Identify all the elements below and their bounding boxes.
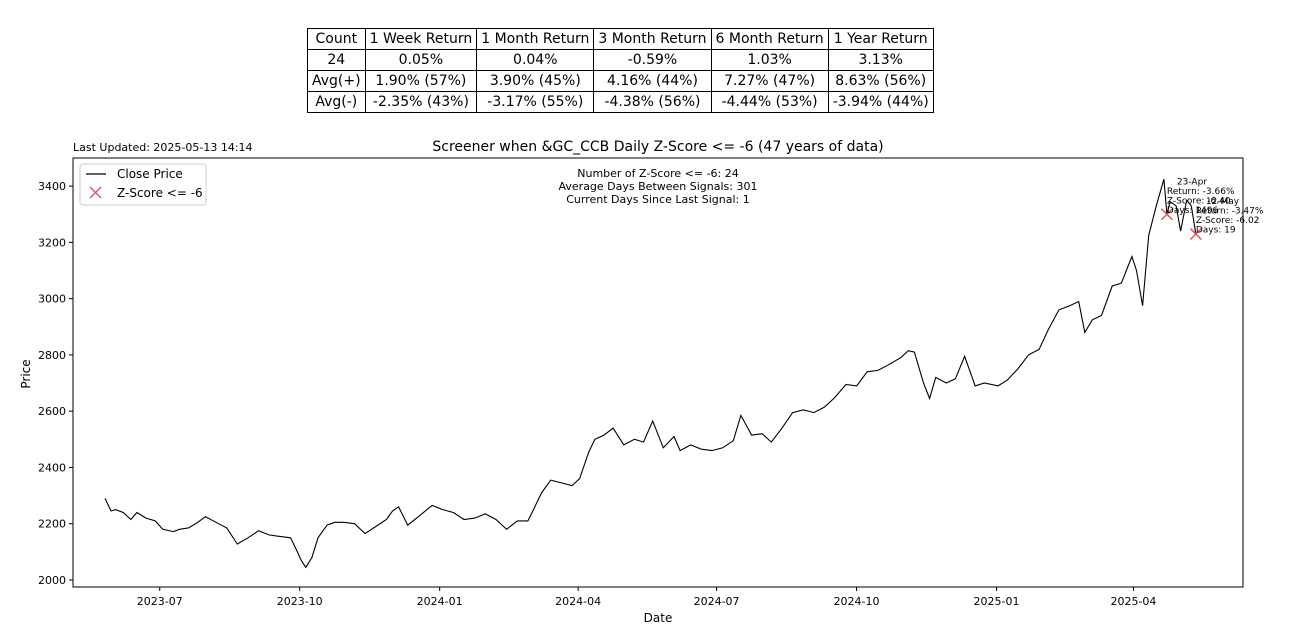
last-updated-label: Last Updated: 2025-05-13 14:14: [73, 141, 253, 154]
table-cell: 1.90% (57%): [364, 70, 478, 92]
x-axis-label: Date: [644, 611, 673, 625]
signal-annotation-line: Z-Score: -6.02: [1196, 216, 1260, 226]
table-cell: 7.27% (47%): [710, 70, 829, 92]
table-cell: -3.94% (44%): [827, 91, 934, 113]
table-cell: Avg(+): [307, 70, 366, 92]
signal-annotation-line: Z-Score: -6.40: [1167, 196, 1231, 206]
chart-title: Screener when &GC_CCB Daily Z-Score <= -…: [432, 139, 883, 155]
plot-frame: [72, 157, 1244, 588]
table-cell: 8.63% (56%): [827, 70, 934, 92]
info-line-average: Average Days Between Signals: 301: [559, 180, 758, 193]
x-tick-label: 2024-04: [555, 595, 601, 608]
legend-x-marker: [89, 186, 102, 199]
signal-annotation-line: 12-May: [1206, 197, 1240, 207]
table-cell: -0.59%: [593, 49, 712, 71]
legend-entry-close-price: Close Price: [117, 167, 183, 181]
x-tick-label: 2024-07: [694, 595, 740, 608]
y-axis-label: Price: [19, 359, 33, 388]
x-tick-label: 2025-04: [1110, 595, 1156, 608]
y-tick-label: 3000: [38, 293, 66, 306]
table-cell: -4.38% (56%): [593, 91, 712, 113]
y-tick-label: 2000: [38, 574, 66, 587]
table-row: 24 0.05% 0.04% -0.59% 1.03% 3.13%: [307, 49, 934, 71]
plot-area: [72, 157, 1244, 588]
signal-annotation-line: Days: 19: [1196, 225, 1236, 235]
x-tick-label: 2024-01: [417, 595, 463, 608]
table-cell: 1 Year Return: [827, 28, 934, 50]
series-layer: [104, 178, 1197, 569]
y-tick-label: 2600: [38, 405, 66, 418]
legend: Close Price Z-Score <= -6: [79, 163, 207, 206]
legend-box: [79, 163, 207, 206]
table-row: Avg(-) -2.35% (43%) -3.17% (55%) -4.38% (56…: [307, 91, 934, 113]
signal-annotation-line: Return: -3.47%: [1196, 206, 1264, 216]
table-cell: -4.44% (53%): [710, 91, 829, 113]
table-cell: Avg(-): [307, 91, 366, 113]
table-row: Avg(+) 1.90% (57%) 3.90% (45%) 4.16% (44%) 7…: [307, 70, 934, 92]
signal-marker: [1160, 208, 1173, 221]
x-tick-label: 2023-07: [137, 595, 183, 608]
y-tick-label: 2800: [38, 349, 66, 362]
table-cell: Count: [307, 28, 366, 50]
x-tick-label: 2024-10: [834, 595, 880, 608]
signal-info: Number of Z-Score <= -6: 24 Average Days…: [559, 167, 758, 206]
info-line-count: Number of Z-Score <= -6: 24: [577, 167, 739, 180]
signal-marker: [1189, 227, 1202, 240]
table-cell: -3.17% (55%): [476, 91, 595, 113]
y-tick-label: 3400: [38, 180, 66, 193]
table-cell: 6 Month Return: [710, 28, 829, 50]
signal-annotation-line: Days: 1496: [1167, 206, 1219, 216]
x-axis: 2023-07 2023-10 2024-01 2024-04 2024-07 2024-…: [137, 587, 1156, 608]
legend-entry-zscore: Z-Score <= -6: [117, 186, 203, 200]
info-line-current: Current Days Since Last Signal: 1: [566, 193, 749, 206]
x-tick-label: 2025-01: [974, 595, 1020, 608]
returns-table: Count 1 Week Return 1 Month Return 3 Month …: [307, 28, 934, 113]
table-cell: 3.90% (45%): [476, 70, 595, 92]
table-header-row: Count 1 Week Return 1 Month Return 3 Month …: [307, 28, 934, 50]
table-cell: 4.16% (44%): [593, 70, 712, 92]
signal-annotation-line: 23-Apr: [1177, 177, 1207, 187]
table-cell: -2.35% (43%): [364, 91, 478, 113]
signal-annotation-line: Return: -3.66%: [1167, 187, 1235, 197]
y-tick-label: 3200: [38, 236, 66, 249]
y-tick-label: 2400: [38, 461, 66, 474]
y-tick-label: 2200: [38, 518, 66, 531]
x-tick-label: 2023-10: [277, 595, 323, 608]
close-price-line: [104, 178, 1197, 569]
y-axis: 2000 2200 2400 2600 2800 3000 3200 3400: [38, 180, 73, 587]
